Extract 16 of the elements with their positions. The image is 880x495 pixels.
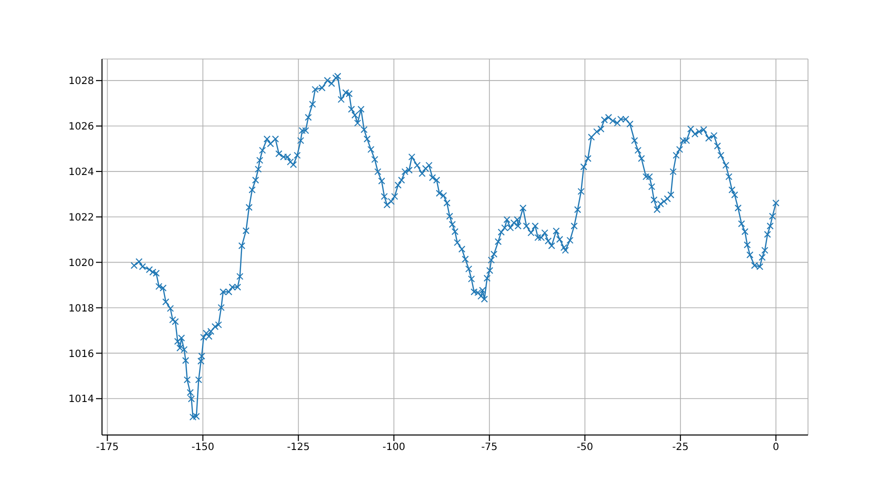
x-tick-label: -150 (192, 442, 214, 454)
x-tick-label: -125 (287, 442, 310, 454)
y-tick-label: 1024 (68, 167, 94, 178)
y-tick-label: 1026 (68, 122, 94, 133)
y-tick-label: 1014 (68, 394, 94, 406)
y-tick-label: 1028 (68, 76, 94, 88)
y-tick-label: 1020 (68, 258, 94, 269)
y-tick-label: 1018 (68, 303, 94, 314)
x-tick-label: -50 (576, 442, 594, 454)
y-tick-label: 1016 (68, 348, 94, 360)
x-tick-label: -25 (672, 442, 689, 454)
x-tick-label: -100 (382, 442, 406, 454)
x-tick-label: -175 (96, 442, 119, 454)
x-tick-label: 0 (772, 442, 780, 454)
y-tick-label: 1022 (68, 212, 94, 224)
x-tick-label: -75 (481, 442, 498, 454)
